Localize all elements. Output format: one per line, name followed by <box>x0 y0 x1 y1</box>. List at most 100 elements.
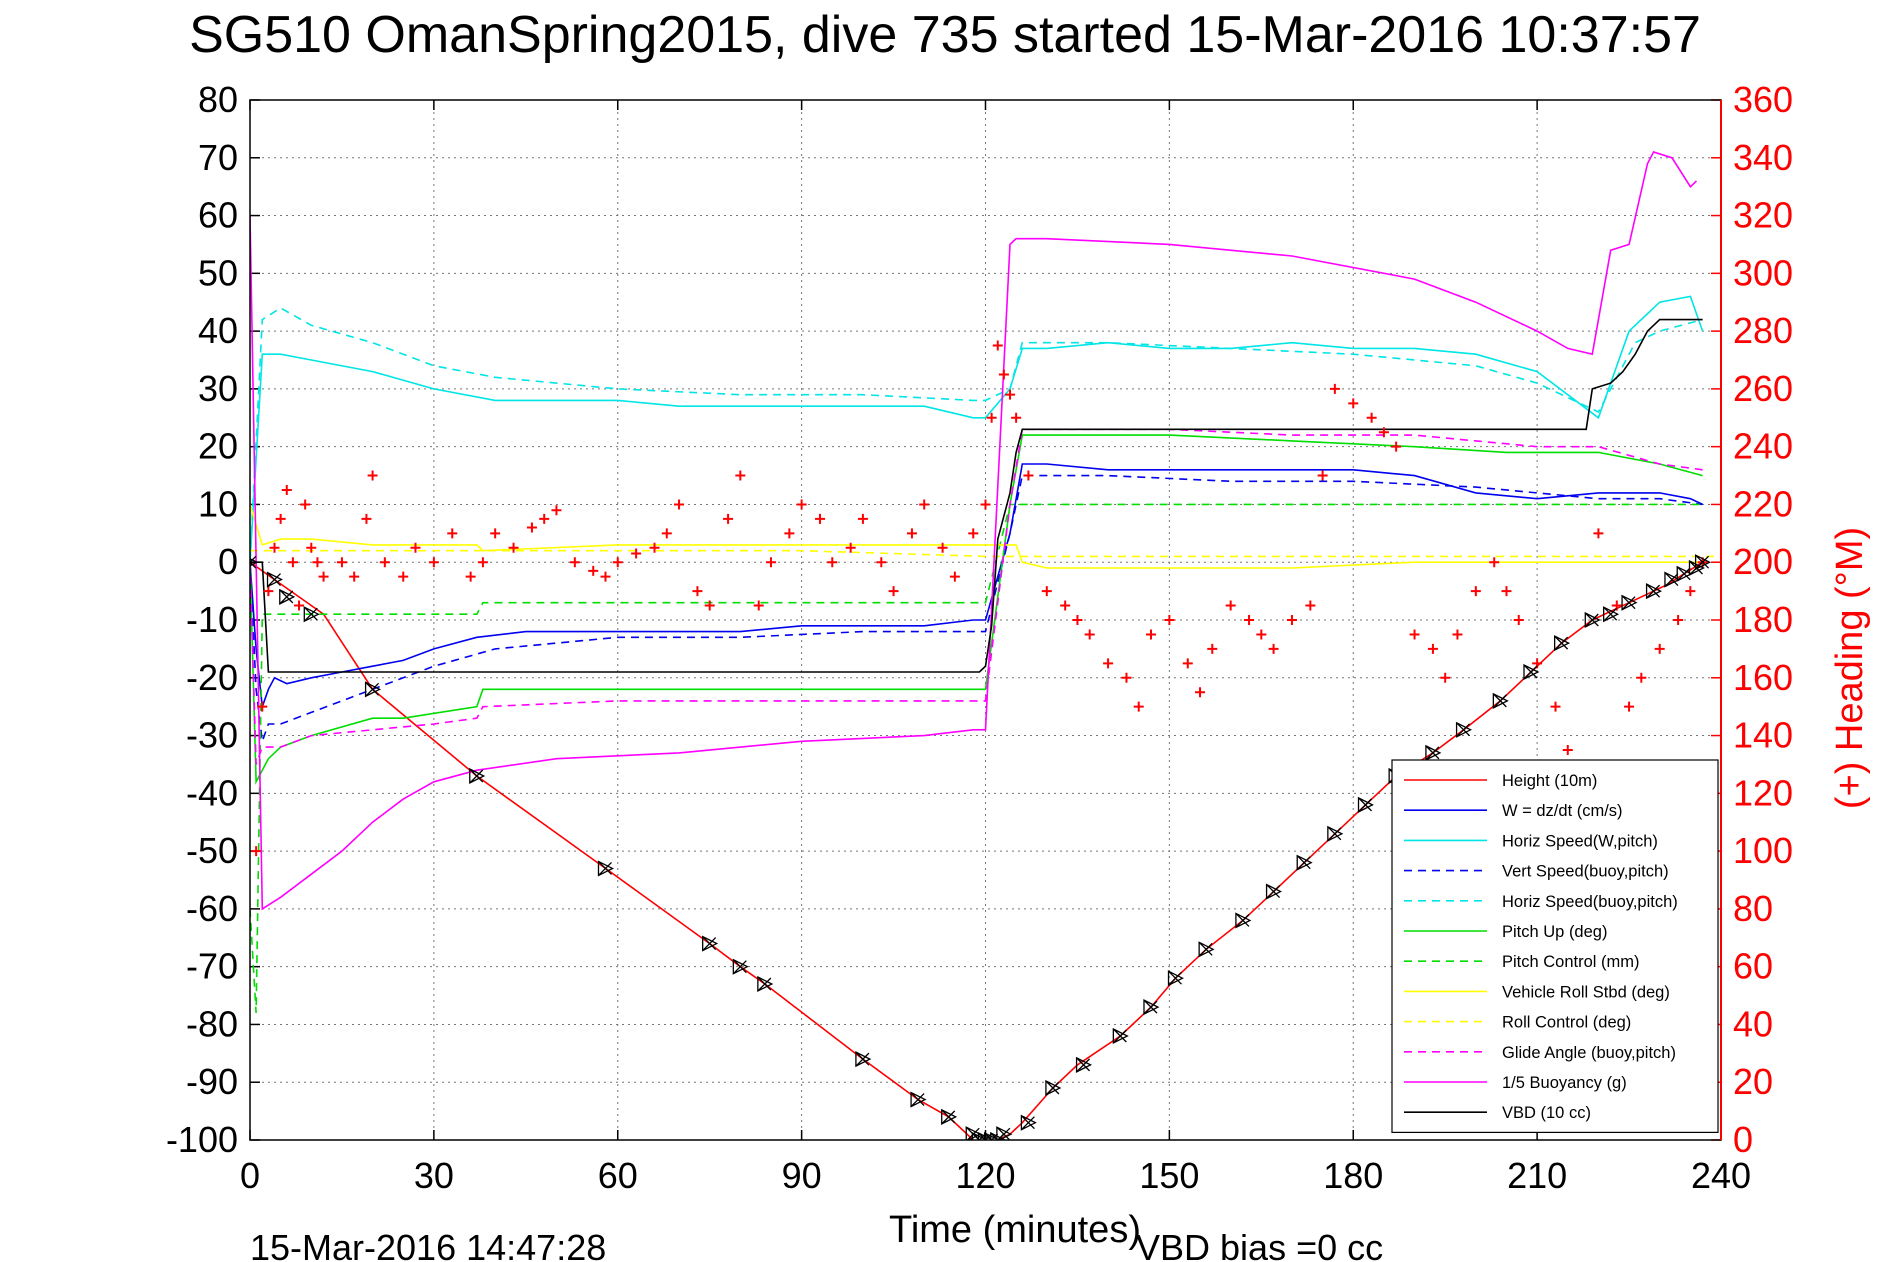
depth-marker <box>1020 1114 1037 1131</box>
depth-marker <box>279 588 296 605</box>
depth-marker <box>1523 663 1540 681</box>
heading-point <box>526 522 537 533</box>
series-line-3 <box>250 474 1703 742</box>
heading-point <box>1182 658 1193 669</box>
heading-point <box>827 557 838 568</box>
heading-point <box>857 513 868 524</box>
x-tick-label: 150 <box>1139 1155 1199 1196</box>
footer-timestamp: 15-Mar-2016 14:47:28 <box>250 1227 606 1262</box>
y2-tick-label: 40 <box>1733 1003 1773 1044</box>
heading-point <box>723 513 734 524</box>
heading-point <box>361 513 372 524</box>
y-tick-label: -100 <box>166 1119 238 1160</box>
heading-point <box>251 846 262 857</box>
legend: Height (10m) W = dz/dt (cm/s) Horiz Speed(… <box>1391 759 1719 1133</box>
depth-marker <box>702 935 719 952</box>
depth-marker <box>1143 999 1160 1016</box>
y2-tick-label: 120 <box>1733 772 1793 813</box>
depth-marker <box>1265 883 1283 900</box>
legend-label: Pitch Up (deg) <box>1502 923 1607 941</box>
heading-point <box>674 499 685 510</box>
y2-tick-labels: 3603403203002802602402202001801601401201… <box>1733 79 1793 1160</box>
heading-point <box>1011 412 1022 423</box>
depth-marker <box>597 860 614 877</box>
depth-marker <box>1603 606 1620 623</box>
depth-marker <box>1621 594 1638 611</box>
depth-marker <box>1553 635 1571 652</box>
depth-marker <box>1235 912 1252 929</box>
y-tick-label: -30 <box>186 715 238 756</box>
x-tick-label: 180 <box>1323 1155 1383 1196</box>
heading-point <box>815 513 826 524</box>
heading-point <box>1225 600 1236 611</box>
heading-point <box>1427 643 1438 654</box>
heading-point <box>1256 629 1267 640</box>
heading-point <box>1084 629 1095 640</box>
depth-marker <box>1167 970 1184 987</box>
depth-marker <box>1198 941 1215 958</box>
heading-point <box>1329 383 1340 394</box>
y-tick-label: 60 <box>198 195 238 236</box>
heading-point <box>318 571 329 582</box>
x-tick-label: 60 <box>598 1155 638 1196</box>
heading-point <box>1391 441 1402 452</box>
heading-point <box>1348 398 1359 409</box>
y-tick-label: -40 <box>186 772 238 813</box>
depth-marker <box>1075 1056 1093 1073</box>
legend-label: Horiz Speed(buoy,pitch) <box>1502 893 1678 911</box>
heading-point <box>312 557 323 568</box>
heading-point <box>1624 701 1635 712</box>
heading-point <box>379 557 390 568</box>
chart-title: SG510 OmanSpring2015, dive 735 started 1… <box>189 6 1701 64</box>
heading-scatter <box>251 340 1708 857</box>
heading-point <box>569 557 580 568</box>
heading-point <box>1440 672 1451 683</box>
series-line-4 <box>250 307 1703 563</box>
heading-point <box>551 505 562 516</box>
heading-point <box>508 542 519 553</box>
x-tick-label: 0 <box>240 1155 260 1196</box>
heading-point <box>1593 528 1604 539</box>
legend-label: Glide Angle (buoy,pitch) <box>1502 1044 1676 1062</box>
heading-point <box>1489 557 1500 568</box>
heading-point <box>784 528 795 539</box>
depth-marker <box>910 1091 927 1108</box>
heading-point <box>269 542 280 553</box>
depth-marker <box>364 681 382 698</box>
heading-point <box>1133 701 1144 712</box>
y2-tick-label: 220 <box>1733 483 1793 524</box>
y2-tick-label: 0 <box>1733 1119 1753 1160</box>
heading-point <box>1195 687 1206 698</box>
y2-tick-label: 300 <box>1733 252 1793 293</box>
legend-label: Height (10m) <box>1502 772 1597 790</box>
depth-marker <box>996 1126 1013 1140</box>
heading-point <box>1562 745 1573 755</box>
y-tick-label: 70 <box>198 137 238 178</box>
series-group <box>250 151 1721 1140</box>
x-tick-label: 210 <box>1507 1155 1567 1196</box>
heading-point <box>992 340 1003 351</box>
y-tick-label: 20 <box>198 426 238 467</box>
y-tick-label: 30 <box>198 368 238 409</box>
heading-point <box>968 528 979 539</box>
heading-point <box>410 542 421 553</box>
legend-box <box>1391 759 1719 1133</box>
y-tick-label: 10 <box>198 483 238 524</box>
y2-tick-label: 140 <box>1733 715 1793 756</box>
heading-point <box>649 542 660 553</box>
x-tick-label: 120 <box>955 1155 1015 1196</box>
depth-marker <box>1676 565 1693 582</box>
heading-point <box>1550 701 1561 712</box>
legend-label: Roll Control (deg) <box>1502 1014 1631 1032</box>
depth-marker <box>1045 1079 1062 1097</box>
heading-point <box>539 513 550 524</box>
series-line-10 <box>250 151 1698 911</box>
y2-tick-label: 100 <box>1733 830 1793 871</box>
depth-marker <box>941 1108 958 1125</box>
heading-point <box>704 600 715 611</box>
heading-point <box>1685 586 1696 597</box>
heading-point <box>1286 615 1297 625</box>
heading-point <box>1513 615 1524 625</box>
depth-marker <box>1584 611 1601 629</box>
heading-point <box>765 557 776 568</box>
